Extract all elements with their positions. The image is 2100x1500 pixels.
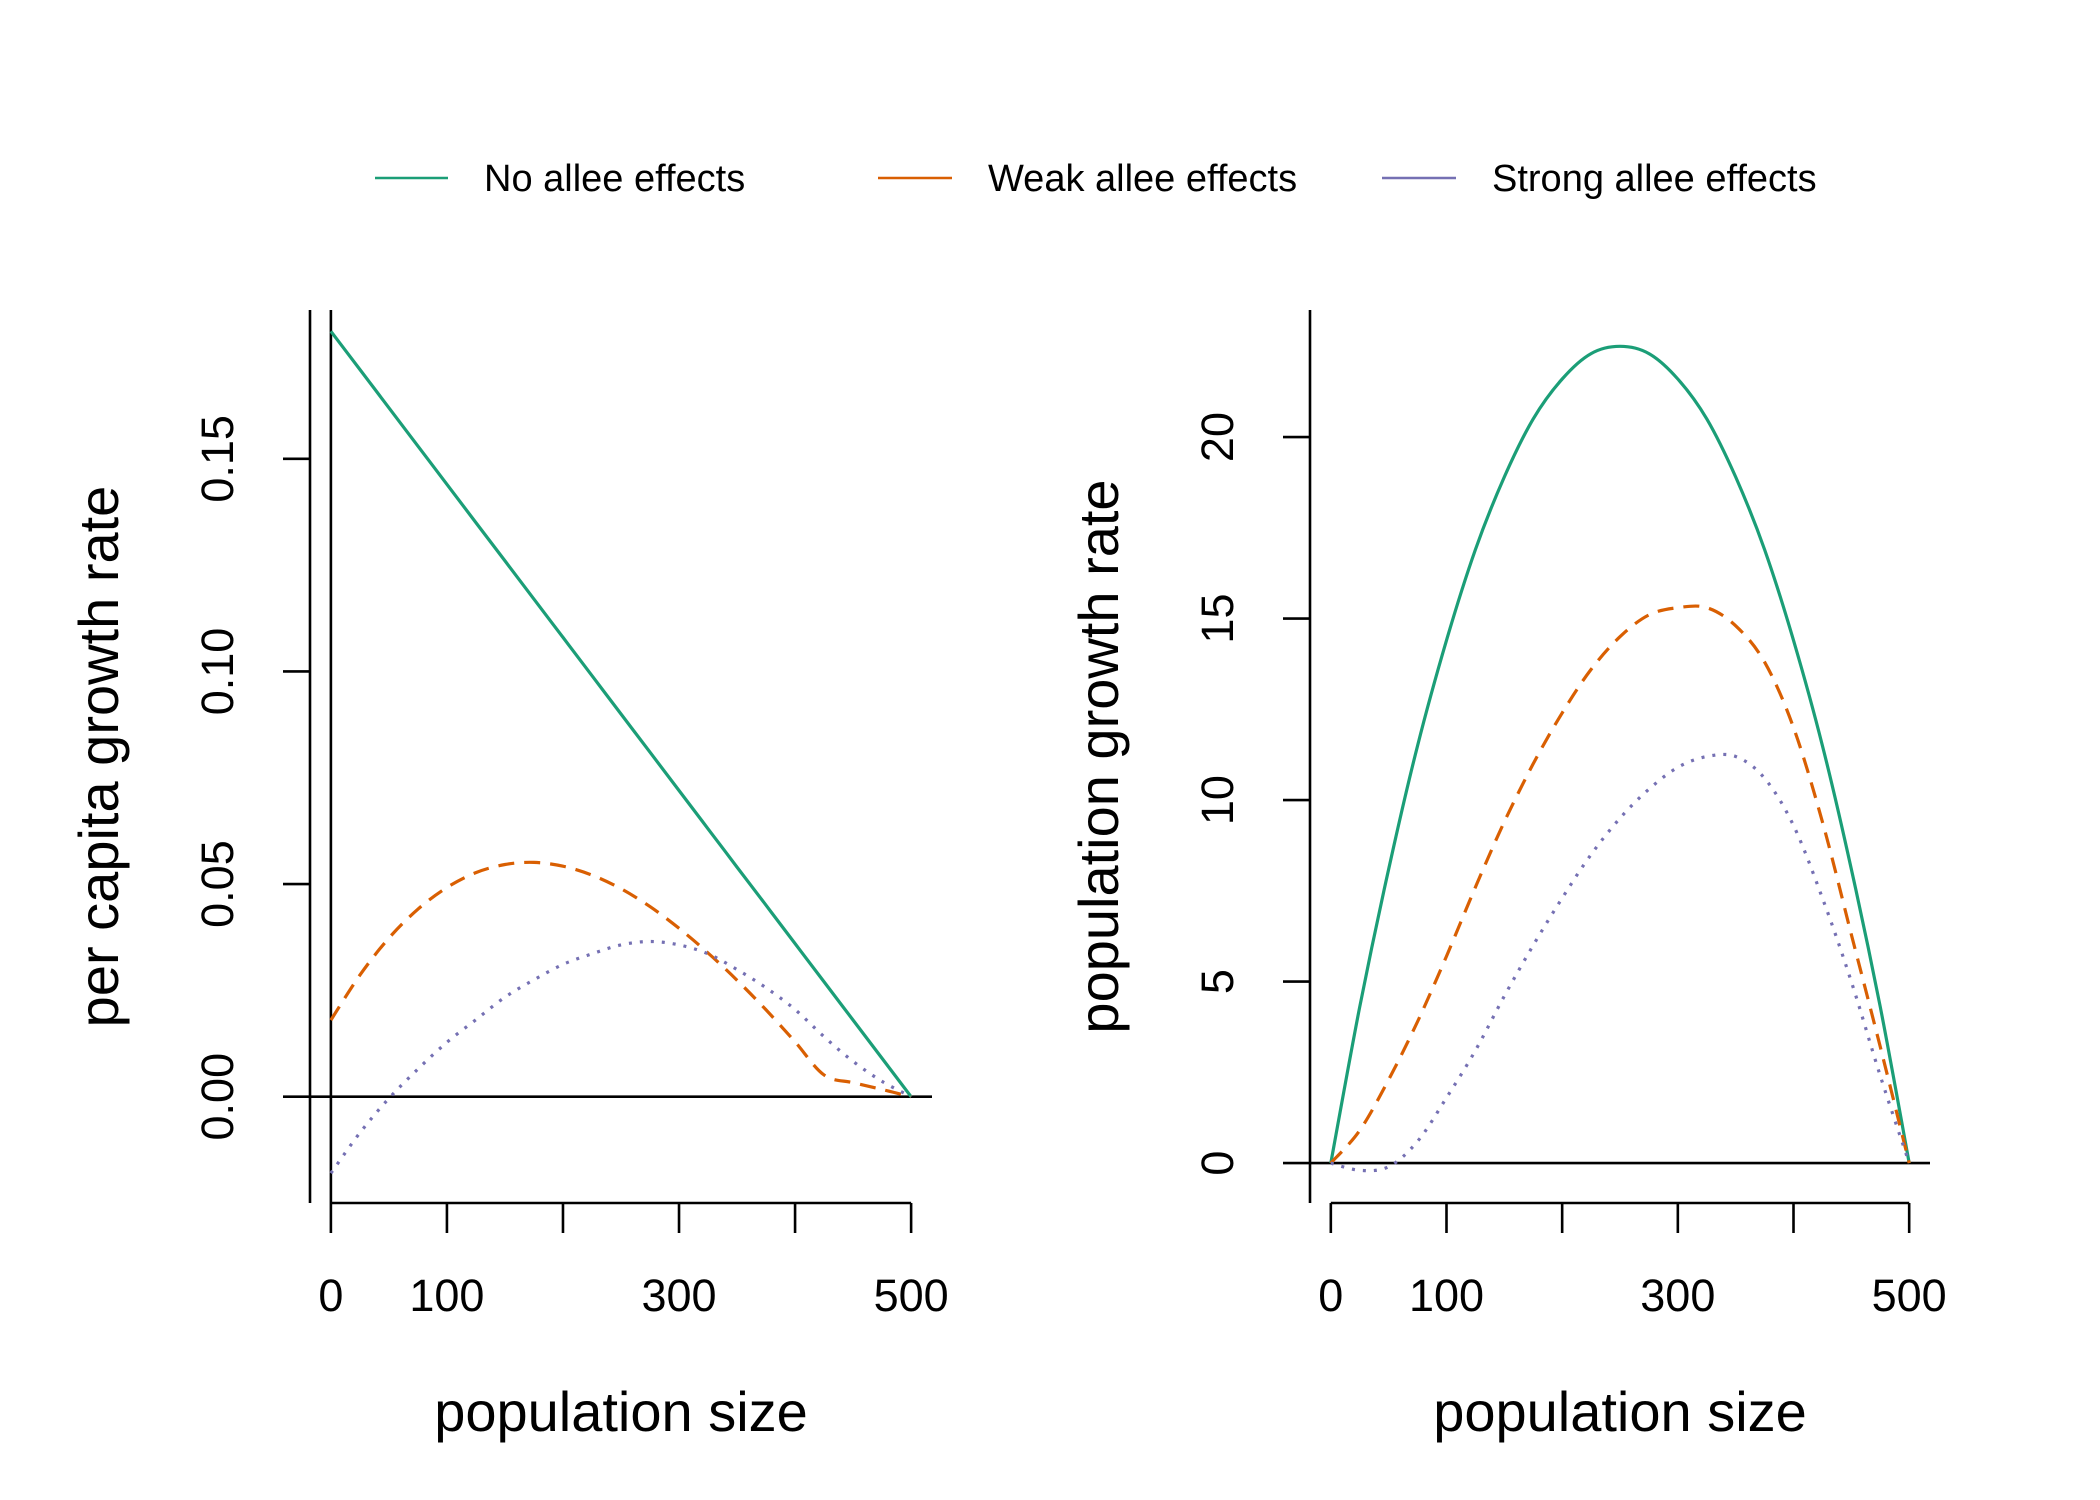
y-tick-label: 0.00 [192,1053,243,1141]
y-axis-label: population growth rate [1067,479,1130,1033]
x-tick-label: 100 [409,1270,484,1321]
legend-entry: No allee effects [375,158,745,200]
x-axis-label: population size [434,1380,808,1443]
legend-entry: Weak allee effects [878,158,1297,200]
legend-label: Weak allee effects [988,158,1297,200]
y-tick-label: 10 [1192,775,1243,825]
y-tick-label: 5 [1192,969,1243,994]
x-tick-label: 0 [1318,1270,1343,1321]
series-line [329,860,912,1099]
y-tick-label: 0.15 [192,415,243,503]
series-line [1330,752,1911,1173]
legend-label: No allee effects [484,158,745,200]
legend-entry: Strong allee effects [1382,158,1817,200]
series-line [1329,344,1911,1164]
series-line [329,330,913,1098]
x-axis-label: population size [1433,1380,1807,1443]
y-tick-label: 0 [1192,1151,1243,1176]
y-tick-label: 0.10 [192,628,243,716]
x-tick-label: 500 [1872,1270,1947,1321]
y-axis-label: per capita growth rate [67,486,130,1028]
x-tick-label: 300 [1640,1270,1715,1321]
y-tick-label: 20 [1192,412,1243,462]
x-tick-label: 500 [874,1270,949,1321]
panel-per-capita: 0 100 300 500 0.00 0.05 0.10 0.15 population siz… [67,310,949,1443]
x-tick-label: 300 [641,1270,716,1321]
x-tick-label: 0 [318,1270,343,1321]
x-tick-label: 100 [1409,1270,1484,1321]
legend-label: Strong allee effects [1492,158,1817,200]
legend: No allee effects Weak allee effects Strong… [375,158,1817,200]
y-tick-label: 15 [1192,594,1243,644]
y-tick-label: 0.05 [192,840,243,928]
series-line [329,939,912,1175]
panel-population: 0 100 300 500 0 5 10 15 20 population size populat… [1067,310,1947,1443]
series-line [1329,604,1911,1165]
